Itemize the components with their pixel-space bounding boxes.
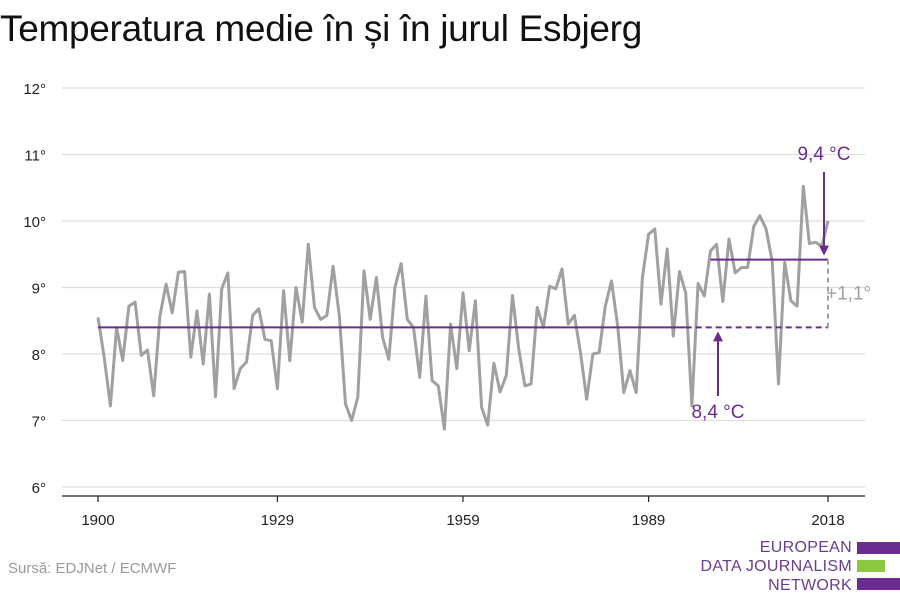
x-axis-ticks: 1900 1929 1959 1989 2018 (81, 496, 845, 529)
y-tick-label: 12° (23, 81, 46, 98)
baseline-average-label: 8,4 °C (691, 402, 744, 423)
x-tick-label: 1989 (632, 512, 665, 529)
recent-arrow-head (819, 245, 829, 256)
y-tick-label: 11° (24, 148, 46, 165)
difference-label: +1,1° (826, 283, 871, 304)
gridlines (62, 87, 865, 488)
x-tick-label: 1929 (261, 512, 294, 529)
temperature-series-line (96, 184, 830, 431)
annotations: 8,4 °C 9,4 °C +1,1° (98, 144, 871, 423)
logo-line-1: EUROPEAN (759, 539, 852, 556)
edjnet-logo[interactable]: EUROPEAN DATA JOURNALISM NETWORK (700, 538, 900, 600)
recent-average-label: 9,4 °C (797, 144, 850, 165)
y-tick-label: 6° (32, 480, 46, 497)
logo-text: EUROPEAN DATA JOURNALISM NETWORK (701, 538, 852, 595)
logo-line-3: NETWORK (768, 577, 852, 594)
y-tick-label: 7° (32, 414, 46, 431)
logo-bar-2 (857, 560, 885, 572)
x-tick-label: 1900 (81, 512, 114, 529)
source-note: Sursă: EDJNet / ECMWF (8, 560, 177, 577)
temperature-line-chart: 6° 7° 8° 9° 10° 11° 12° 1900 1929 1959 1989 2018 8… (23, 81, 871, 529)
y-tick-label: 10° (23, 214, 46, 231)
logo-line-2: DATA JOURNALISM (700, 558, 852, 575)
chart-title: Temperatura medie în și în jurul Esbjerg (0, 8, 642, 49)
x-tick-label: 2018 (811, 512, 844, 529)
y-tick-label: 9° (32, 281, 46, 298)
x-tick-label: 1959 (446, 512, 479, 529)
y-tick-label: 8° (32, 347, 46, 364)
baseline-arrow-head (713, 331, 723, 342)
logo-bar-1 (857, 542, 900, 554)
logo-bar-3 (857, 578, 900, 590)
y-axis-ticks: 6° 7° 8° 9° 10° 11° 12° (23, 81, 46, 497)
